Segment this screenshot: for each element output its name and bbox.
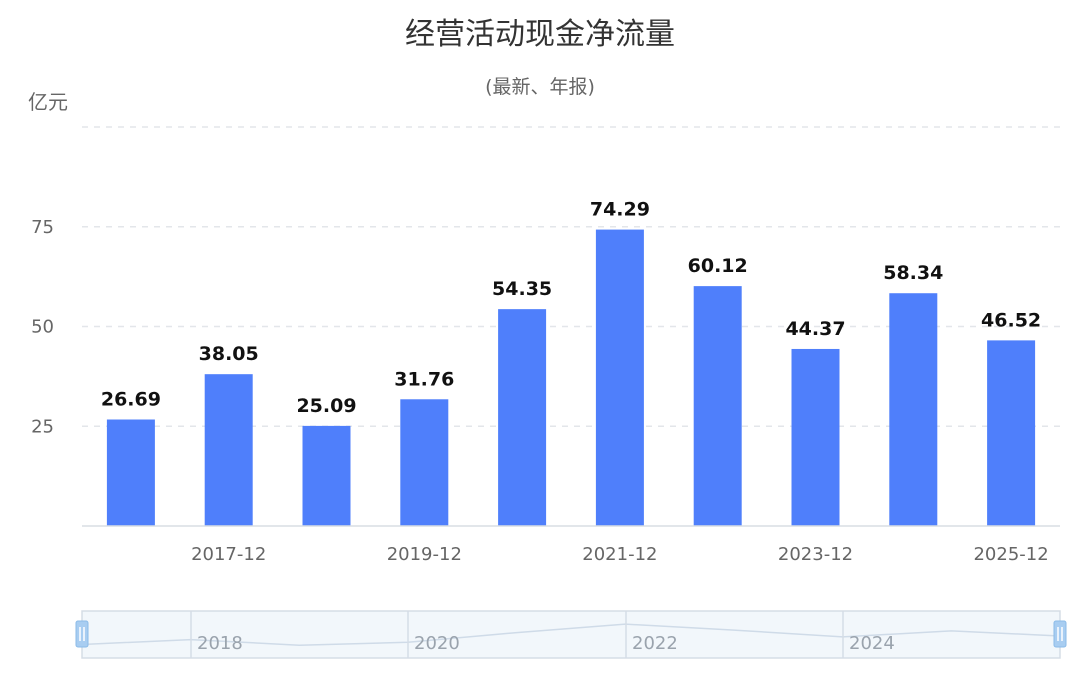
zoom-tick-label: 2022 xyxy=(632,633,678,654)
data-label: 44.37 xyxy=(785,318,845,340)
chart-title: 经营活动现金净流量 xyxy=(405,17,675,52)
x-tick-label: 2017-12 xyxy=(191,544,266,565)
x-tick-label: 2019-12 xyxy=(387,544,462,565)
x-tick-label: 2023-12 xyxy=(778,544,853,565)
data-label: 26.69 xyxy=(101,389,161,411)
x-tick-label: 2021-12 xyxy=(582,544,657,565)
zoom-tick-label: 2018 xyxy=(197,633,243,654)
bar[interactable] xyxy=(498,309,547,526)
bar[interactable] xyxy=(889,293,938,526)
data-label: 54.35 xyxy=(492,278,552,300)
chart-subtitle: (最新、年报) xyxy=(485,76,595,98)
zoom-slider-ticks: 2018 2020 2022 2024 xyxy=(190,611,895,658)
zoom-slider-preview-line xyxy=(81,623,1061,646)
y-axis-ticks: 25 50 75 xyxy=(31,217,54,438)
zoom-tick-label: 2024 xyxy=(849,633,895,654)
y-axis-unit: 亿元 xyxy=(28,90,68,114)
zoom-handle-right[interactable] xyxy=(1053,620,1067,648)
bar[interactable] xyxy=(204,374,253,526)
bar[interactable] xyxy=(400,399,449,526)
x-axis-ticks: 2017-12 2019-12 2021-12 2023-12 2025-12 xyxy=(191,544,1049,565)
x-tick-label: 2025-12 xyxy=(973,544,1048,565)
data-label: 25.09 xyxy=(296,395,356,417)
data-label: 46.52 xyxy=(981,309,1041,331)
y-tick-label: 50 xyxy=(31,317,54,338)
data-labels: 26.69 38.05 25.09 31.76 54.35 74.29 60.12 44.37… xyxy=(101,199,1041,417)
zoom-slider[interactable]: 2018 2020 2022 2024 xyxy=(75,610,1067,659)
data-label: 58.34 xyxy=(883,262,943,284)
data-label: 74.29 xyxy=(590,199,650,221)
zoom-handle-left[interactable] xyxy=(75,620,89,648)
bar[interactable] xyxy=(302,425,351,526)
bar[interactable] xyxy=(106,419,155,526)
bar[interactable] xyxy=(693,286,742,526)
bar[interactable] xyxy=(791,348,840,526)
y-tick-label: 75 xyxy=(31,217,54,238)
data-label: 60.12 xyxy=(688,255,748,277)
data-label: 38.05 xyxy=(199,343,259,365)
zoom-tick-label: 2020 xyxy=(414,633,460,654)
y-tick-label: 25 xyxy=(31,416,54,437)
data-label: 31.76 xyxy=(394,368,454,390)
bar[interactable] xyxy=(987,340,1036,526)
bar-series xyxy=(106,229,1036,527)
bar[interactable] xyxy=(595,229,644,527)
